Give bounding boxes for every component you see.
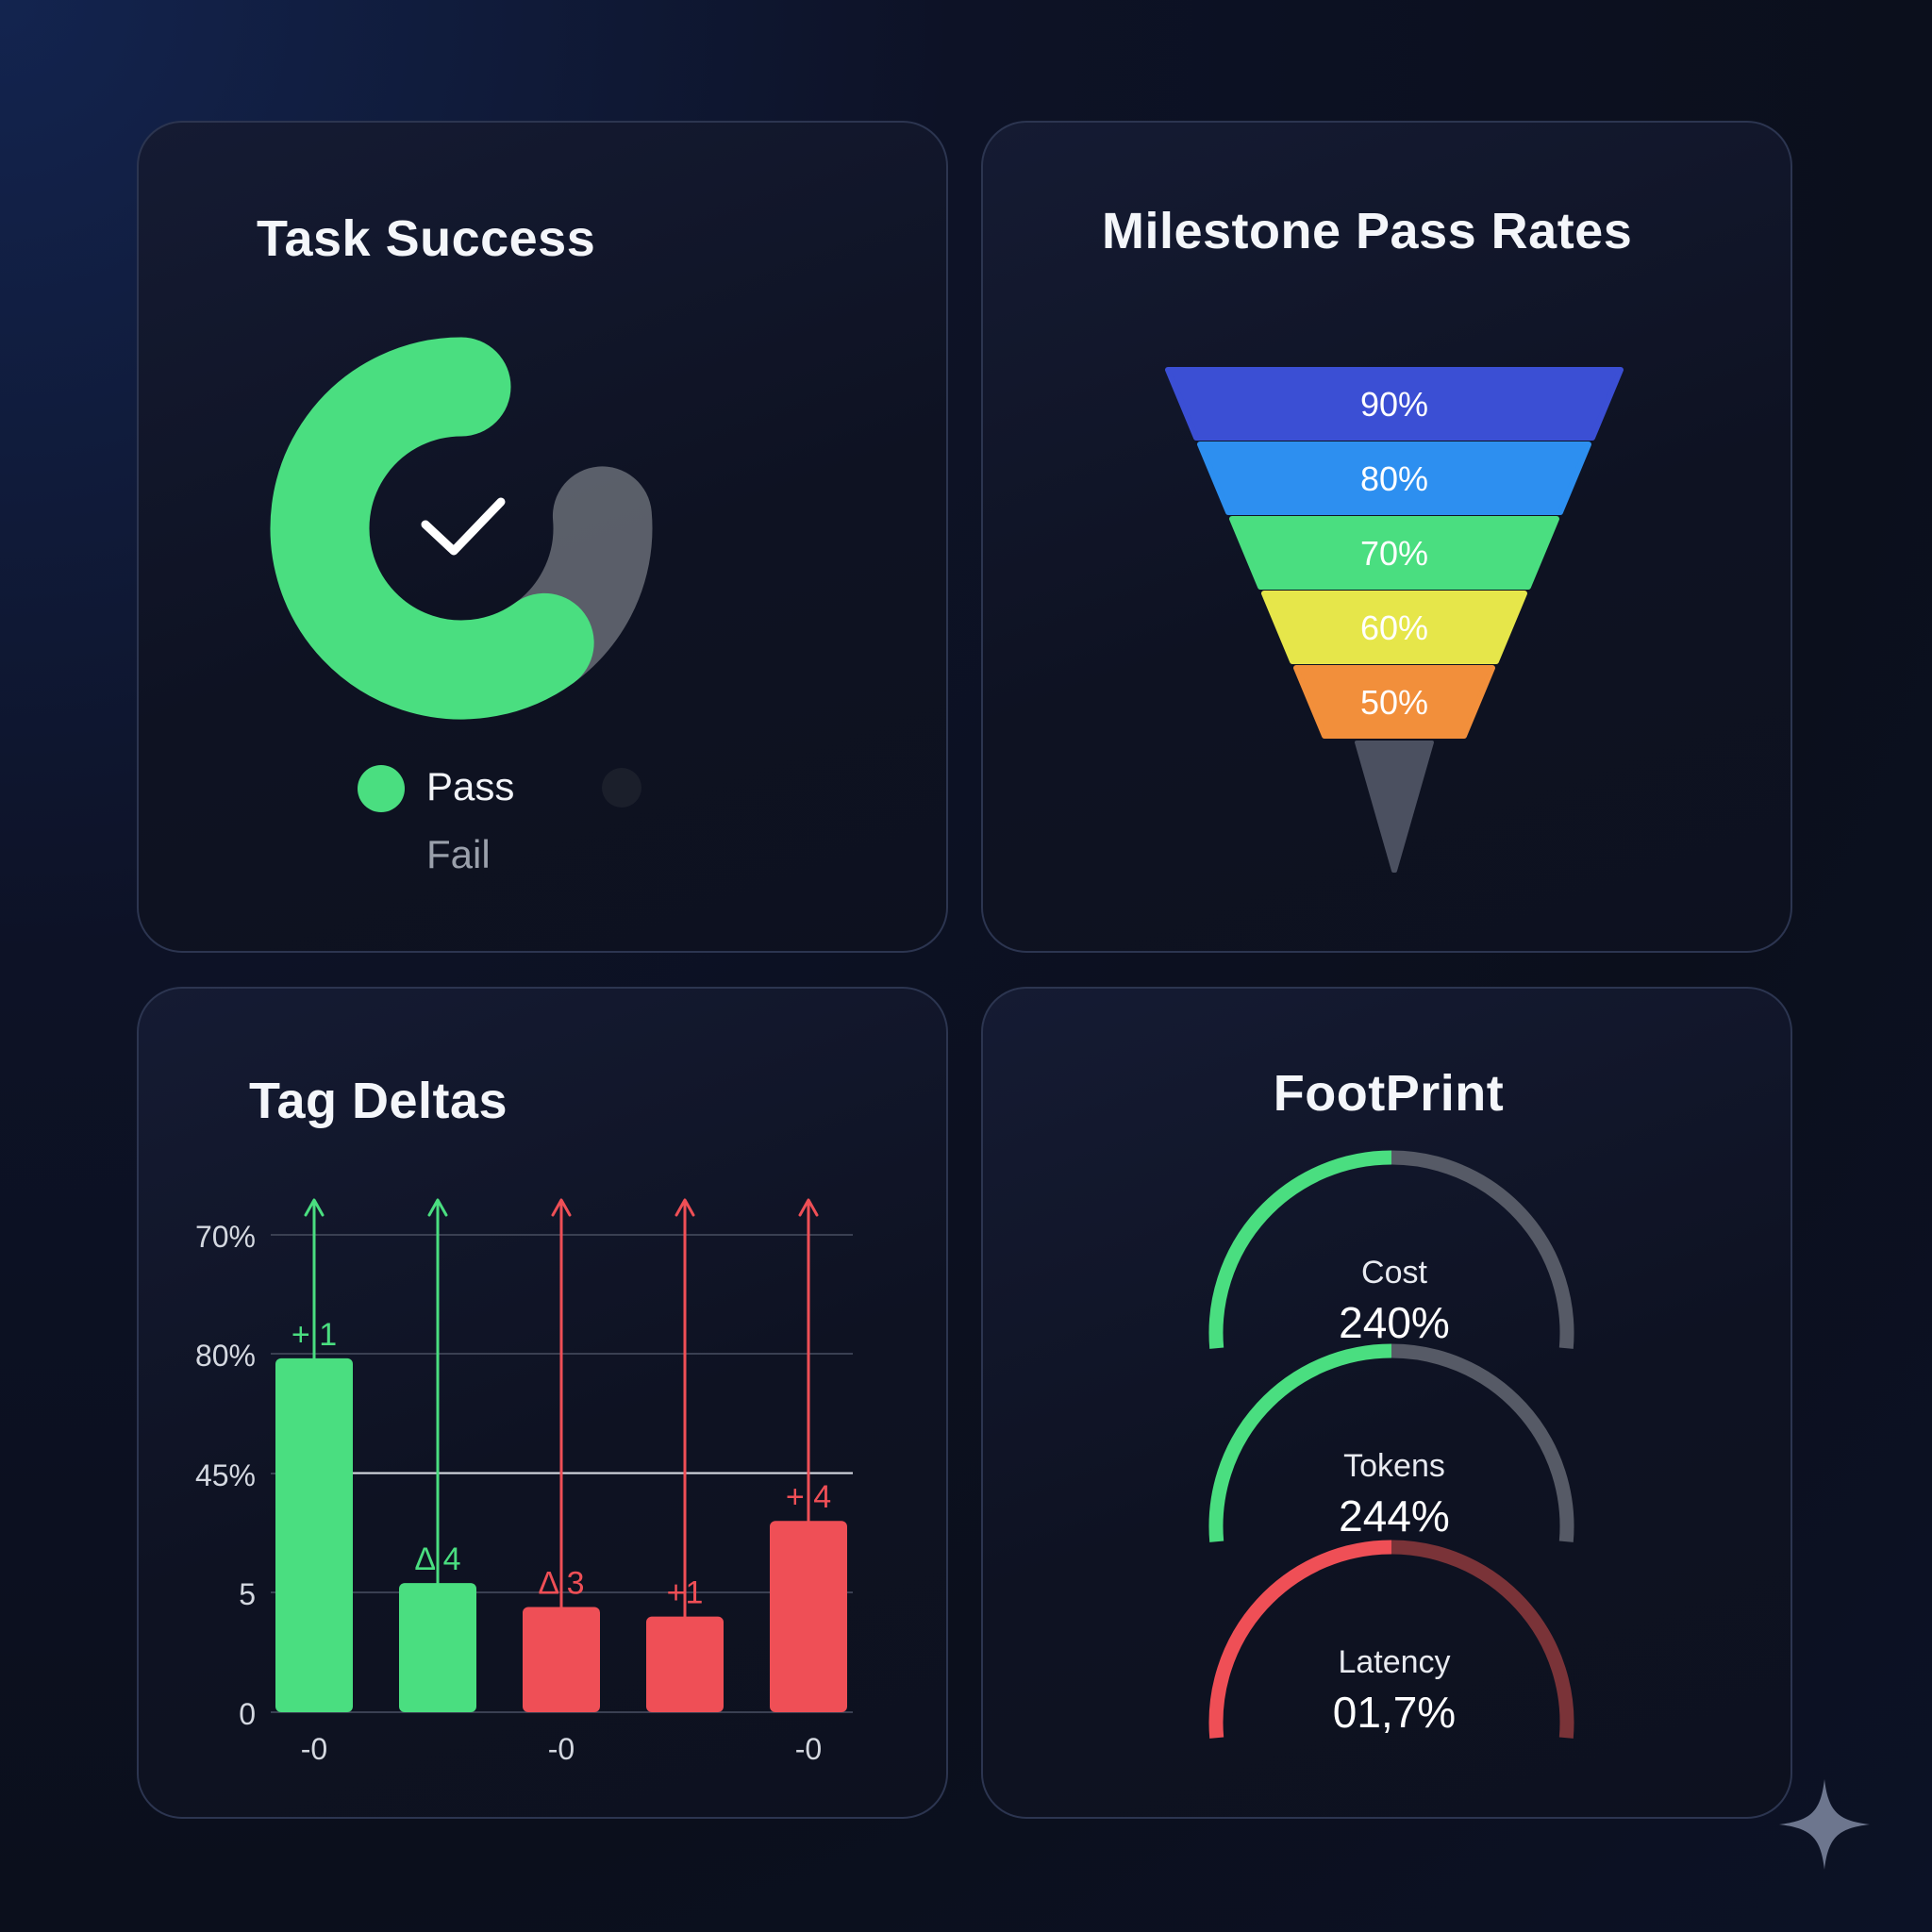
task-success-card: Task Success Pass Fail xyxy=(137,121,948,953)
tag-deltas-chart: 0 5 45% 80% 70% + 1 Δ 4 Δ 3 +1 + 4 -0 -0 -0 xyxy=(195,1198,853,1766)
y-tick-label: 5 xyxy=(239,1577,256,1611)
delta-label: Δ 4 xyxy=(414,1541,460,1577)
footprint-title: FootPrint xyxy=(1273,1065,1505,1122)
x-tick-label: -0 xyxy=(548,1732,575,1766)
gauge-track xyxy=(1391,1343,1574,1542)
sparkle-icon xyxy=(1779,1779,1870,1870)
gauge-fill xyxy=(1208,1150,1392,1349)
funnel-segment-label: 50% xyxy=(1360,683,1428,722)
gauge-label: Latency xyxy=(1338,1644,1450,1680)
footprint-gauges: Cost 240% Tokens 244% Latency 01,7% xyxy=(1208,1150,1574,1739)
footprint-card: FootPrint Cost 240% Tokens 244% Latency 01,7% xyxy=(981,987,1792,1819)
checkmark-icon xyxy=(421,497,506,556)
legend-pass-dot xyxy=(358,765,405,812)
bar xyxy=(646,1616,724,1712)
gauge-value: 01,7% xyxy=(1333,1688,1456,1737)
tag-deltas-card: Tag Deltas 0 5 45% 80% 70% + 1 Δ 4 Δ 3 +1 + 4 -0 -0… xyxy=(137,987,948,1819)
funnel-segment-label: 70% xyxy=(1360,534,1428,573)
delta-label: + 1 xyxy=(291,1317,337,1353)
y-tick-label: 80% xyxy=(195,1339,256,1373)
delta-arrow-head xyxy=(675,1198,695,1217)
bar xyxy=(399,1583,476,1712)
donut-pass-slice xyxy=(270,337,594,720)
bar xyxy=(523,1607,600,1712)
gauge-value: 244% xyxy=(1339,1491,1450,1541)
milestone-title: Milestone Pass Rates xyxy=(1102,203,1633,259)
funnel-segment-label: 60% xyxy=(1360,608,1428,647)
gauge-label: Tokens xyxy=(1343,1448,1445,1484)
legend-fail-label: Fail xyxy=(426,832,491,876)
delta-arrow-head xyxy=(427,1198,448,1217)
funnel-segment xyxy=(1197,441,1591,515)
legend-pass-label: Pass xyxy=(426,764,515,808)
y-tick-label: 0 xyxy=(239,1697,256,1731)
funnel-tail xyxy=(1355,741,1434,873)
delta-arrow-head xyxy=(551,1198,572,1217)
gauge-label: Cost xyxy=(1361,1255,1427,1291)
funnel-segment xyxy=(1293,665,1495,739)
milestone-pass-rates-card: Milestone Pass Rates 90% 80% 70% 60% 50% xyxy=(981,121,1792,953)
delta-label: Δ 3 xyxy=(538,1565,584,1601)
y-tick-label: 70% xyxy=(195,1220,256,1254)
delta-label: + 4 xyxy=(786,1479,831,1515)
x-tick-label: -0 xyxy=(301,1732,327,1766)
funnel-segment-label: 90% xyxy=(1360,385,1428,424)
legend-fail-dot xyxy=(602,768,641,808)
funnel-segment xyxy=(1229,516,1559,590)
gauge-track xyxy=(1391,1540,1574,1739)
delta-label: +1 xyxy=(667,1575,704,1611)
milestone-funnel-chart: 90% 80% 70% 60% 50% xyxy=(1165,367,1624,873)
y-tick-label: 45% xyxy=(195,1458,256,1492)
gauge-fill xyxy=(1208,1540,1392,1739)
funnel-segment xyxy=(1165,367,1624,441)
tag-deltas-title: Tag Deltas xyxy=(249,1073,508,1129)
gauge-fill xyxy=(1208,1343,1392,1542)
delta-arrow-head xyxy=(798,1198,819,1217)
task-success-donut xyxy=(270,337,653,720)
gauge-track xyxy=(1391,1150,1574,1349)
x-tick-label: -0 xyxy=(795,1732,822,1766)
delta-arrow-head xyxy=(304,1198,325,1217)
funnel-segment xyxy=(1261,591,1527,664)
task-success-title: Task Success xyxy=(257,210,596,267)
funnel-segment-label: 80% xyxy=(1360,459,1428,498)
gauge-value: 240% xyxy=(1339,1298,1450,1347)
